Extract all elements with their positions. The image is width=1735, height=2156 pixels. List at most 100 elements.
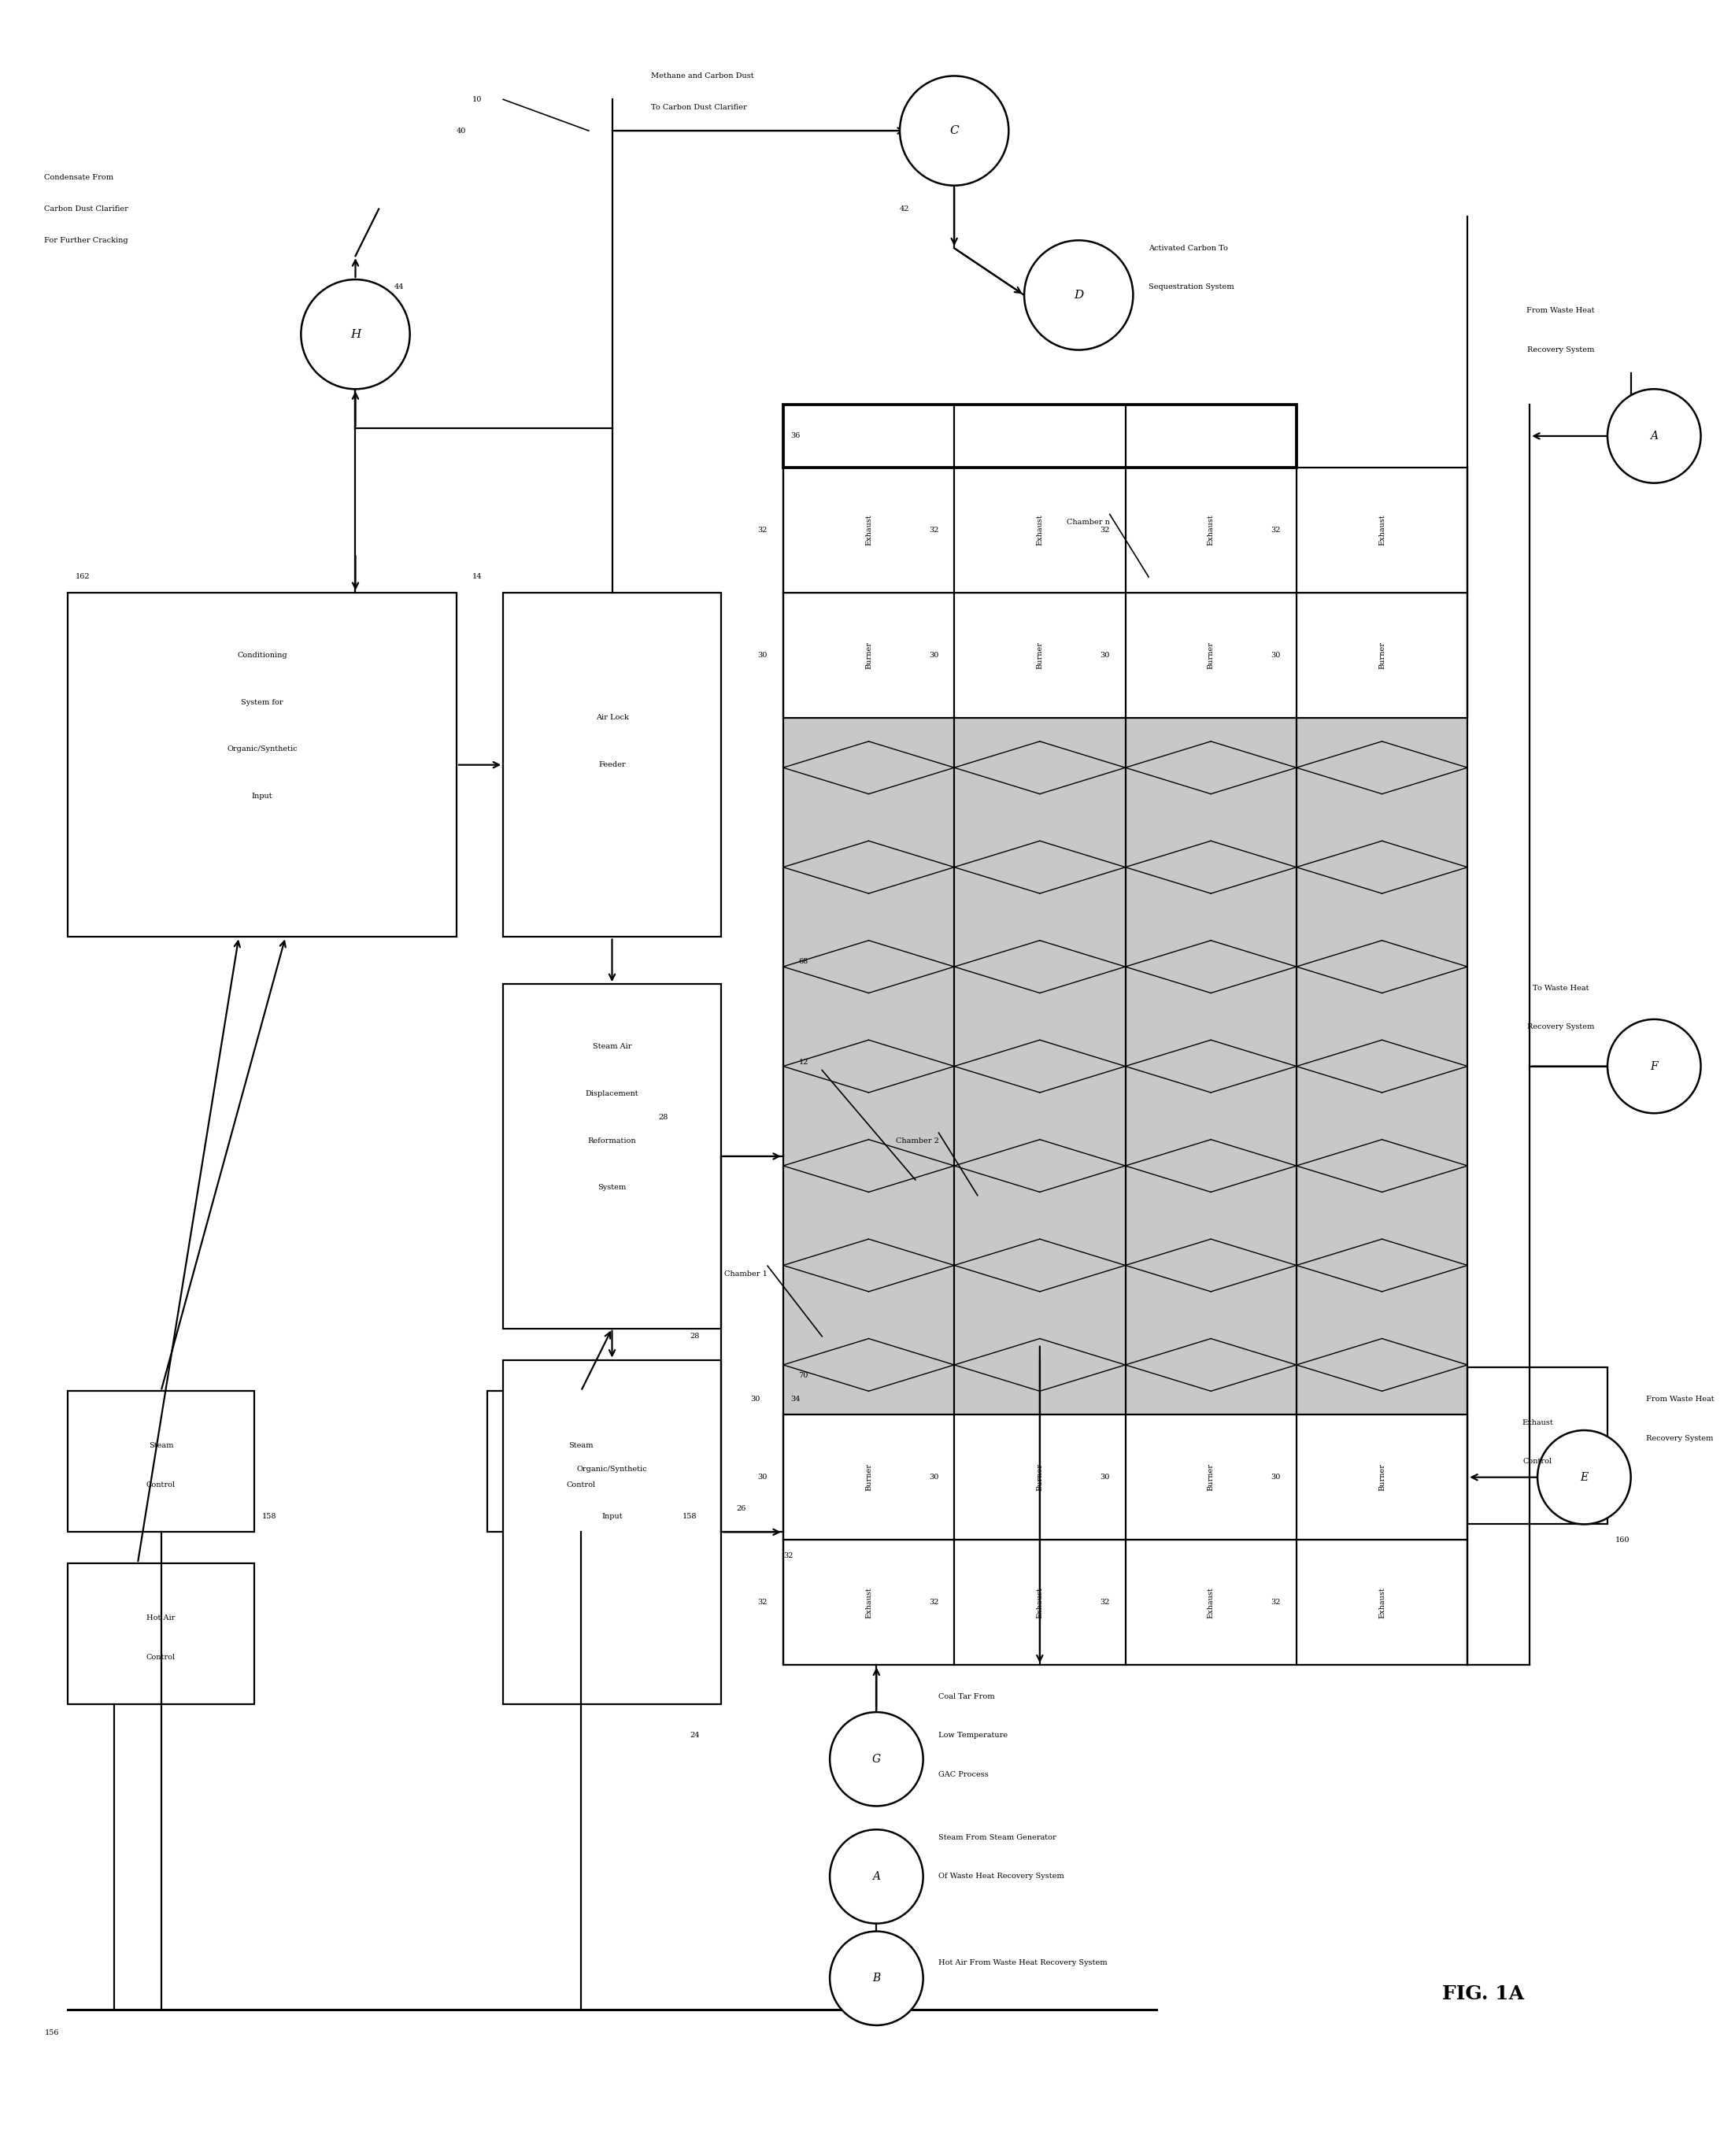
Text: 156: 156: [45, 2029, 59, 2037]
Text: 44: 44: [394, 285, 404, 291]
Text: 30: 30: [928, 1475, 939, 1481]
Text: Conditioning: Conditioning: [238, 651, 286, 660]
Circle shape: [829, 1932, 923, 2024]
Circle shape: [300, 280, 409, 388]
Text: Exhaust: Exhaust: [1522, 1419, 1553, 1425]
Text: Steam: Steam: [149, 1442, 174, 1449]
Text: To Carbon Dust Clarifier: To Carbon Dust Clarifier: [651, 103, 746, 110]
Text: Burner: Burner: [1208, 1464, 1214, 1492]
Bar: [782, 1414, 1468, 1539]
Text: C: C: [949, 125, 959, 136]
Text: 30: 30: [1100, 1475, 1110, 1481]
Text: Methane and Carbon Dust: Methane and Carbon Dust: [651, 73, 753, 80]
Text: 32: 32: [782, 1552, 793, 1559]
Text: Control: Control: [146, 1481, 175, 1488]
Text: Steam From Steam Generator: Steam From Steam Generator: [939, 1835, 1057, 1841]
Text: Chamber 2: Chamber 2: [895, 1136, 939, 1145]
Text: F: F: [1650, 1061, 1659, 1072]
Bar: [503, 983, 722, 1328]
Text: Displacement: Displacement: [585, 1091, 638, 1097]
Bar: [782, 718, 1468, 1414]
Text: Condensate From: Condensate From: [45, 175, 115, 181]
Text: 14: 14: [472, 573, 482, 580]
Circle shape: [829, 1830, 923, 1923]
Text: 30: 30: [1272, 1475, 1280, 1481]
Text: 26: 26: [736, 1505, 746, 1511]
Text: Burner: Burner: [1378, 642, 1386, 668]
Text: G: G: [873, 1753, 881, 1764]
Text: Burner: Burner: [1036, 642, 1043, 668]
Text: Exhaust: Exhaust: [1036, 515, 1043, 545]
Text: 30: 30: [1272, 651, 1280, 660]
Bar: [503, 1360, 722, 1703]
Text: FIG. 1A: FIG. 1A: [1442, 1984, 1523, 2003]
Text: 32: 32: [1272, 1600, 1280, 1606]
Text: From Waste Heat: From Waste Heat: [1527, 308, 1594, 315]
Text: Exhaust: Exhaust: [1208, 515, 1214, 545]
Text: B: B: [873, 1973, 880, 1984]
Text: 158: 158: [682, 1514, 697, 1520]
Text: 30: 30: [758, 1475, 767, 1481]
Text: 12: 12: [798, 1059, 809, 1065]
Text: Burner: Burner: [866, 1464, 873, 1492]
Text: To Waste Heat: To Waste Heat: [1532, 985, 1589, 992]
Text: Steam: Steam: [569, 1442, 593, 1449]
Text: For Further Cracking: For Further Cracking: [45, 237, 128, 244]
Text: 32: 32: [758, 526, 767, 533]
Text: Steam Air: Steam Air: [593, 1044, 632, 1050]
Text: Exhaust: Exhaust: [866, 515, 873, 545]
Circle shape: [900, 75, 1008, 185]
Text: 30: 30: [1100, 651, 1110, 660]
Text: Recovery System: Recovery System: [1527, 1024, 1594, 1031]
Bar: [68, 1391, 255, 1533]
Text: Exhaust: Exhaust: [866, 1587, 873, 1619]
Text: Organic/Synthetic: Organic/Synthetic: [227, 746, 297, 752]
Text: Hot Air: Hot Air: [147, 1615, 175, 1621]
Text: Sequestration System: Sequestration System: [1149, 285, 1234, 291]
Text: System: System: [599, 1184, 626, 1190]
Circle shape: [829, 1712, 923, 1807]
Text: H: H: [350, 328, 361, 341]
Bar: [68, 593, 456, 938]
Text: 32: 32: [928, 526, 939, 533]
Text: From Waste Heat: From Waste Heat: [1647, 1395, 1714, 1404]
Text: Burner: Burner: [1378, 1464, 1386, 1492]
Text: 34: 34: [791, 1395, 802, 1404]
Text: 10: 10: [472, 95, 482, 103]
Text: 28: 28: [659, 1115, 668, 1121]
Text: Input: Input: [602, 1514, 623, 1520]
Text: Feeder: Feeder: [599, 761, 626, 768]
Text: Air Lock: Air Lock: [595, 714, 628, 722]
Circle shape: [1024, 239, 1133, 349]
Text: 32: 32: [1100, 1600, 1110, 1606]
Text: 24: 24: [691, 1731, 699, 1740]
Text: 42: 42: [900, 205, 909, 213]
Text: Of Waste Heat Recovery System: Of Waste Heat Recovery System: [939, 1874, 1065, 1880]
Text: Exhaust: Exhaust: [1208, 1587, 1214, 1619]
Text: Burner: Burner: [1208, 642, 1214, 668]
Bar: [68, 1563, 255, 1703]
Text: 28: 28: [691, 1332, 699, 1339]
Text: Reformation: Reformation: [588, 1136, 637, 1145]
Text: GAC Process: GAC Process: [939, 1772, 989, 1779]
Bar: [782, 405, 1296, 468]
Bar: [1468, 1367, 1607, 1524]
Text: 32: 32: [1272, 526, 1280, 533]
Text: Input: Input: [252, 793, 272, 800]
Text: 70: 70: [798, 1371, 809, 1380]
Text: Chamber 1: Chamber 1: [725, 1270, 767, 1276]
Bar: [782, 1539, 1468, 1664]
Text: 40: 40: [456, 127, 467, 134]
Text: Burner: Burner: [866, 642, 873, 668]
Text: Organic/Synthetic: Organic/Synthetic: [576, 1466, 647, 1473]
Text: Activated Carbon To: Activated Carbon To: [1149, 244, 1228, 252]
Text: 30: 30: [928, 651, 939, 660]
Text: Coal Tar From: Coal Tar From: [939, 1692, 996, 1701]
Text: 32: 32: [758, 1600, 767, 1606]
Text: 162: 162: [75, 573, 90, 580]
Circle shape: [1537, 1429, 1631, 1524]
Text: Hot Air From Waste Heat Recovery System: Hot Air From Waste Heat Recovery System: [939, 1960, 1107, 1966]
Text: Recovery System: Recovery System: [1527, 347, 1594, 354]
Text: 36: 36: [791, 433, 800, 440]
Bar: [782, 468, 1468, 593]
